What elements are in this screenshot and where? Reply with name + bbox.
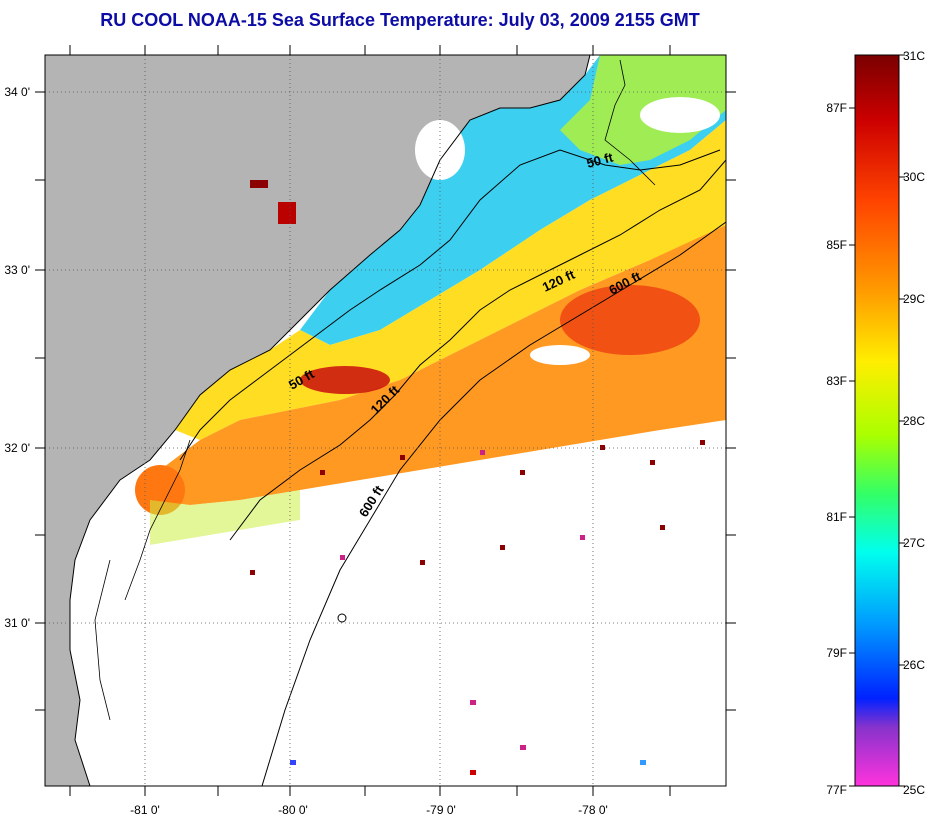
map-frame [44, 54, 727, 787]
sst-speckle-band [150, 490, 300, 545]
cloud-patch [415, 120, 465, 180]
colorbar-label-79f: 79F [826, 646, 847, 660]
coastline-detail [94, 59, 656, 721]
colorbar-label-81f: 81F [826, 510, 847, 524]
lat-label-31: 31 0' [4, 616, 30, 630]
contour-label-50ft-north: 50 ft [585, 149, 615, 171]
colorbar-label-27c: 27C [903, 536, 925, 550]
cloud-patch [640, 97, 720, 133]
contour-120ft [229, 159, 726, 541]
colorbar-label-77f: 77F [826, 783, 847, 797]
speckle-pixels [250, 180, 705, 775]
contour-seamount [337, 613, 347, 623]
cloud-patch [530, 345, 590, 365]
sst-warm-core-2 [300, 366, 390, 394]
colorbar-label-83f: 83F [826, 374, 847, 388]
graticule [45, 55, 726, 786]
lat-label-34: 34 0' [4, 85, 30, 99]
lon-label-79: -79 0' [426, 803, 456, 817]
lon-label-81: -81 0' [130, 803, 160, 817]
colorbar-label-31c: 31C [903, 49, 925, 63]
colorbar-label-85f: 85F [826, 238, 847, 252]
colorbar [854, 54, 900, 787]
colorbar-label-87f: 87F [826, 101, 847, 115]
lat-label-33: 33 0' [4, 263, 30, 277]
coastline [69, 55, 591, 786]
colorbar-label-25c: 25C [903, 783, 925, 797]
lon-label-78: -78 0' [578, 803, 608, 817]
axis-ticks [35, 45, 736, 796]
sst-warm-core [560, 285, 700, 355]
lat-label-32: 32 0' [4, 441, 30, 455]
land-area [45, 55, 590, 786]
colorbar-label-30c: 30C [903, 170, 925, 184]
sst-nearshore-orange [135, 465, 185, 515]
sst-ocean-yellow [175, 120, 726, 440]
colorbar-label-28c: 28C [903, 414, 925, 428]
cloud-band [70, 470, 726, 786]
colorbar-label-29c: 29C [903, 292, 925, 306]
colorbar-ticks [849, 54, 905, 787]
lon-label-80: -80 0' [278, 803, 308, 817]
contour-50ft [179, 149, 721, 461]
map-title: RU COOL NOAA-15 Sea Surface Temperature:… [100, 10, 700, 30]
colorbar-label-26c: 26C [903, 658, 925, 672]
